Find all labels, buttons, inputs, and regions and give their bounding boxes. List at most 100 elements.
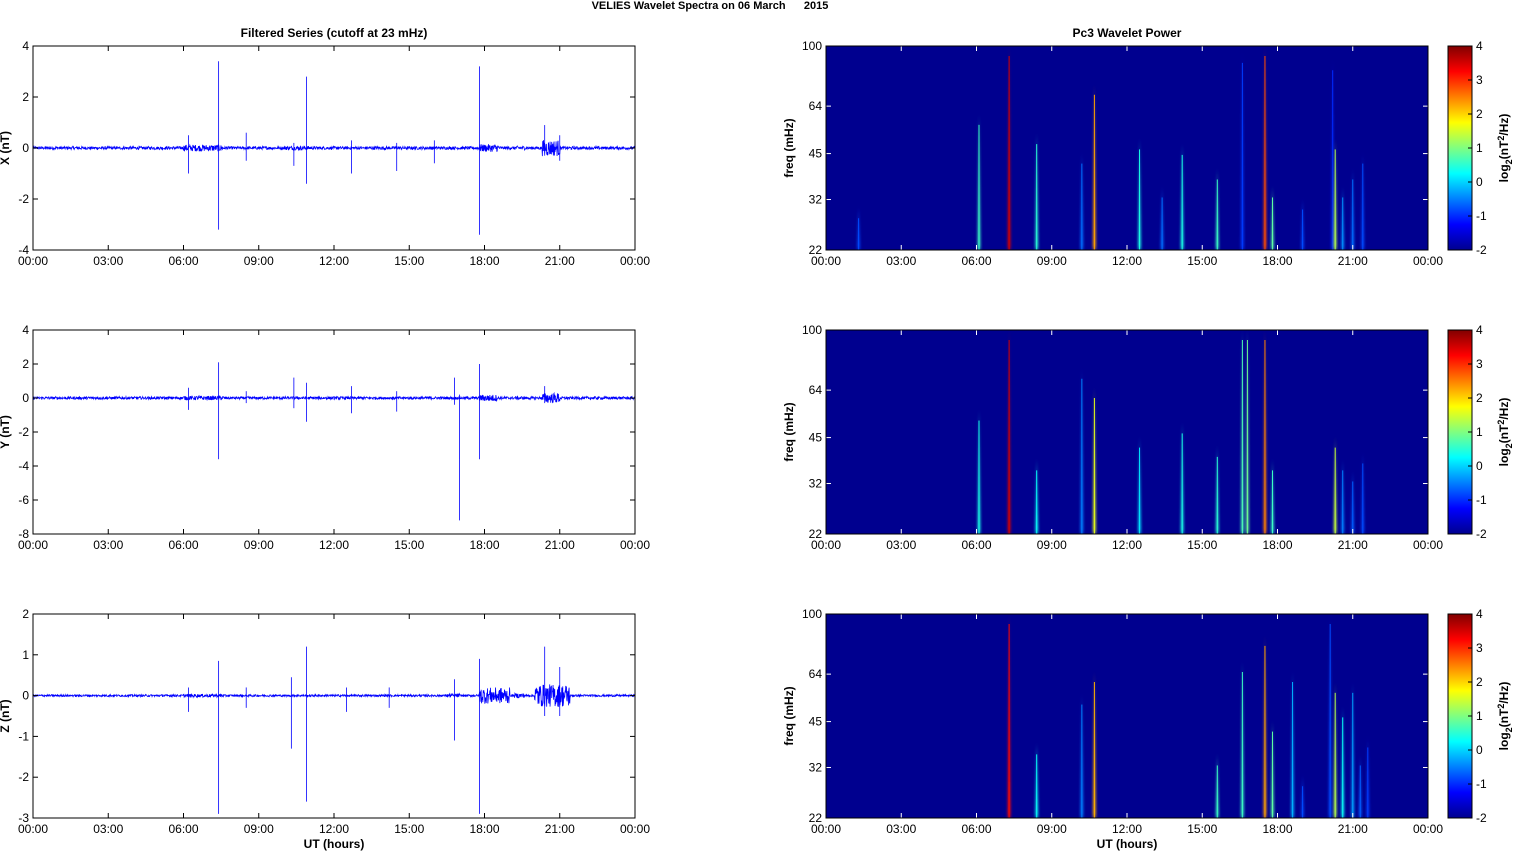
y-tick-label: 2 — [22, 357, 29, 371]
y-tick-label: 22 — [809, 811, 823, 825]
colorbar-tick-label: 1 — [1476, 709, 1483, 723]
y-axis-label: X (nT) — [0, 131, 12, 165]
x-tick-label: 09:00 — [1037, 538, 1067, 552]
x-tick-label: 00:00 — [811, 254, 841, 268]
x-tick-label: 06:00 — [961, 254, 991, 268]
y-tick-label: 0 — [22, 141, 29, 155]
x-tick-label: 06:00 — [168, 822, 198, 836]
x-tick-label: 15:00 — [1187, 538, 1217, 552]
x-tick-label: 09:00 — [244, 822, 274, 836]
x-tick-label: 00:00 — [18, 822, 48, 836]
colorbar: -2 -1 0 1 2 3 4 log2(nT2/Hz) — [1447, 323, 1514, 541]
heatmap-background — [826, 330, 1428, 534]
colorbar-tick-label: -1 — [1476, 493, 1487, 507]
axes-frame — [32, 329, 636, 535]
x-tick-label: 06:00 — [961, 538, 991, 552]
x-tick-label: 15:00 — [394, 254, 424, 268]
data-trace — [32, 684, 636, 707]
colorbar-tick-label: 4 — [1476, 607, 1483, 621]
axes-frame — [825, 329, 1429, 535]
x-tick-label: 21:00 — [545, 538, 575, 552]
y-tick-label: 1 — [22, 648, 29, 662]
y-tick-label: 64 — [809, 383, 823, 397]
colorbar-label: log2(nT2/Hz) — [1496, 682, 1514, 751]
x-tick-label: 18:00 — [469, 538, 499, 552]
colorbar-tick-label: -2 — [1476, 243, 1487, 257]
y-tick-label: 45 — [809, 147, 823, 161]
x-tick-label: 06:00 — [168, 538, 198, 552]
colorbar-tick-label: 4 — [1476, 39, 1483, 53]
colorbar-tick-label: 2 — [1476, 675, 1483, 689]
x-tick-label: 12:00 — [1112, 538, 1142, 552]
line-panel-z: -3 -2 -1 0 1 2 00:00 03:00 06:00 09:00 12:00 15:00 1… — [0, 607, 650, 851]
x-tick-label: 06:00 — [961, 822, 991, 836]
x-tick-label: 00:00 — [18, 254, 48, 268]
y-tick-label: 4 — [22, 39, 29, 53]
x-tick-label: 03:00 — [93, 538, 123, 552]
x-tick-label: 21:00 — [545, 822, 575, 836]
x-tick-label: 12:00 — [319, 538, 349, 552]
line-panel-y: -8 -6 -4 -2 0 2 4 00:00 03:00 06:00 09:00 12:00 15:0… — [0, 323, 650, 552]
x-tick-label: 00:00 — [811, 538, 841, 552]
y-tick-label: -2 — [18, 425, 29, 439]
x-tick-label: 15:00 — [1187, 254, 1217, 268]
y-axis-label: freq (mHz) — [782, 686, 796, 745]
axes-frame — [32, 613, 636, 819]
axes-frame — [825, 45, 1429, 251]
y-tick-label: 2 — [22, 607, 29, 621]
y-axis-label: freq (mHz) — [782, 118, 796, 177]
y-tick-label: 45 — [809, 715, 823, 729]
y-tick-label: 45 — [809, 431, 823, 445]
y-tick-label: 0 — [22, 689, 29, 703]
colorbar-tick-label: 0 — [1476, 175, 1483, 189]
y-tick-label: -6 — [18, 493, 29, 507]
y-tick-label: 32 — [809, 477, 823, 491]
colorbar-tick-label: -2 — [1476, 527, 1487, 541]
x-tick-label: 00:00 — [620, 822, 650, 836]
x-tick-label: 09:00 — [244, 254, 274, 268]
figure-title: VELIES Wavelet Spectra on 06 March 2015 — [591, 0, 829, 12]
x-axis-label: UT (hours) — [1097, 837, 1158, 851]
axes-frame — [32, 45, 636, 251]
x-tick-label: 03:00 — [886, 538, 916, 552]
x-axis-label: UT (hours) — [304, 837, 365, 851]
heatmap-ridges — [1007, 614, 1370, 818]
x-tick-label: 15:00 — [394, 822, 424, 836]
data-trace — [32, 140, 636, 157]
y-tick-label: -2 — [18, 770, 29, 784]
colorbar: -2 -1 0 1 2 3 4 log2(nT2/Hz) — [1447, 39, 1514, 257]
x-tick-label: 00:00 — [18, 538, 48, 552]
x-tick-label: 03:00 — [886, 254, 916, 268]
colorbar-tick-label: 2 — [1476, 107, 1483, 121]
x-tick-label: 21:00 — [1338, 822, 1368, 836]
x-tick-label: 00:00 — [1413, 822, 1443, 836]
y-tick-label: 22 — [809, 243, 823, 257]
x-tick-label: 03:00 — [886, 822, 916, 836]
heatmap-background — [826, 614, 1428, 818]
x-tick-label: 03:00 — [93, 254, 123, 268]
y-tick-label: 22 — [809, 527, 823, 541]
y-tick-label: -2 — [18, 192, 29, 206]
x-tick-label: 21:00 — [1338, 254, 1368, 268]
x-tick-label: 09:00 — [244, 538, 274, 552]
y-tick-label: -4 — [18, 459, 29, 473]
y-tick-label: -1 — [18, 729, 29, 743]
heatmap-ridges — [857, 46, 1365, 250]
x-tick-label: 21:00 — [1338, 538, 1368, 552]
x-tick-label: 21:00 — [545, 254, 575, 268]
axes-frame — [825, 613, 1429, 819]
x-tick-label: 00:00 — [620, 254, 650, 268]
y-tick-label: -8 — [18, 527, 29, 541]
panel-title: Pc3 Wavelet Power — [1073, 26, 1182, 40]
y-tick-label: 64 — [809, 667, 823, 681]
y-tick-label: 4 — [22, 323, 29, 337]
x-tick-label: 09:00 — [1037, 822, 1067, 836]
y-tick-label: -4 — [18, 243, 29, 257]
y-tick-label: 32 — [809, 193, 823, 207]
x-tick-label: 15:00 — [1187, 822, 1217, 836]
y-axis-label: Y (nT) — [0, 415, 12, 449]
colorbar-tick-label: 0 — [1476, 459, 1483, 473]
panel-title: Filtered Series (cutoff at 23 mHz) — [241, 26, 428, 40]
colorbar-tick-label: -1 — [1476, 777, 1487, 791]
